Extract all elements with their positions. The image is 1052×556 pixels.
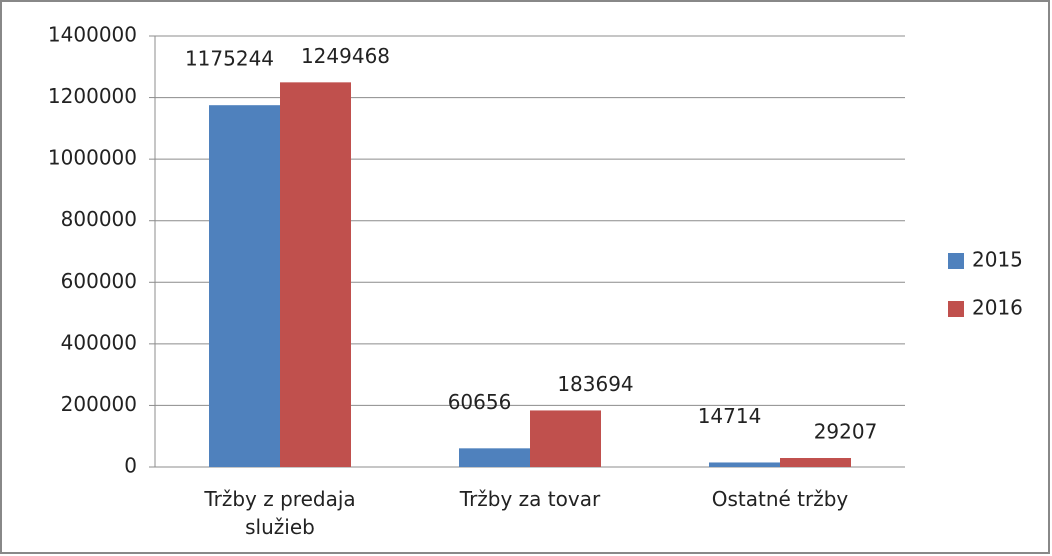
bar bbox=[530, 410, 601, 467]
bar bbox=[459, 448, 530, 467]
data-label: 183694 bbox=[557, 372, 633, 396]
y-tick-label: 400000 bbox=[61, 330, 137, 354]
data-label: 60656 bbox=[448, 390, 512, 414]
legend-label: 2016 bbox=[972, 296, 1023, 320]
x-tick-label-box: Tržby za tovar bbox=[459, 487, 601, 511]
y-tick-label: 0 bbox=[124, 454, 137, 478]
x-tick-label: Tržby z predaja služieb bbox=[204, 487, 356, 539]
bar bbox=[209, 105, 280, 467]
y-tick-label: 600000 bbox=[61, 269, 137, 293]
y-tick-label: 200000 bbox=[61, 392, 137, 416]
data-label: 1175244 bbox=[185, 47, 274, 71]
legend-label: 2015 bbox=[972, 248, 1023, 272]
data-label: 1249468 bbox=[301, 44, 390, 68]
x-tick-label: Tržby za tovar bbox=[459, 487, 601, 511]
x-tick-label-box: Ostatné tržby bbox=[711, 487, 849, 511]
x-tick-label-box: Tržby z predaja služieb bbox=[204, 487, 356, 539]
y-tick-label: 1200000 bbox=[48, 84, 137, 108]
data-label: 14714 bbox=[698, 404, 762, 428]
y-tick-label: 800000 bbox=[61, 207, 137, 231]
bar bbox=[709, 462, 780, 467]
legend-swatch bbox=[948, 301, 964, 317]
legend-swatch bbox=[948, 253, 964, 269]
y-tick-label: 1400000 bbox=[48, 23, 137, 47]
bar bbox=[280, 82, 351, 468]
x-tick-label: Ostatné tržby bbox=[711, 487, 849, 511]
y-tick-label: 1000000 bbox=[48, 146, 137, 170]
bar bbox=[780, 458, 851, 467]
data-label: 29207 bbox=[814, 420, 878, 444]
